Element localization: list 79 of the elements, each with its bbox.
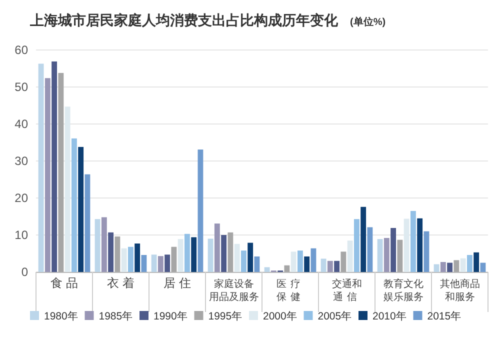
- legend-label: 2015年: [427, 310, 462, 323]
- bar: [474, 252, 480, 272]
- bar: [304, 256, 310, 272]
- bar: [108, 232, 114, 272]
- bar: [360, 206, 366, 272]
- bar: [128, 246, 134, 272]
- bar: [397, 240, 403, 272]
- bar: [171, 246, 177, 272]
- x-tick-label: 其他商品和服务: [440, 278, 480, 303]
- bar: [454, 260, 460, 272]
- bar: [384, 238, 390, 272]
- bar: [390, 228, 396, 272]
- bar: [228, 232, 234, 272]
- bar: [417, 218, 423, 272]
- bar: [38, 64, 44, 272]
- bar: [78, 146, 84, 272]
- y-tick-label: 0: [21, 265, 28, 280]
- bar: [151, 254, 157, 272]
- bar: [184, 234, 190, 272]
- y-tick-label: 60: [14, 43, 28, 58]
- bar: [466, 254, 472, 272]
- y-tick-label: 40: [14, 117, 28, 132]
- bar: [221, 235, 227, 272]
- bar: [52, 61, 58, 272]
- bar: [254, 256, 260, 272]
- bar: [320, 258, 326, 272]
- bar: [447, 262, 453, 272]
- x-tick-label: 交通和通信: [332, 278, 362, 303]
- bar: [191, 237, 197, 272]
- bar: [240, 250, 246, 272]
- bar: [198, 150, 204, 272]
- bar: [424, 231, 430, 272]
- bar: [327, 260, 333, 272]
- bar: [334, 260, 340, 272]
- bar: [84, 174, 90, 272]
- bar: [480, 262, 486, 272]
- legend-label: 1995年: [208, 310, 243, 323]
- bar: [284, 265, 290, 272]
- x-tick-label: 教育文化娱乐服务: [383, 278, 424, 303]
- chart-subtitle: (单位%): [350, 16, 386, 28]
- bar: [141, 254, 147, 272]
- bar: [440, 262, 446, 272]
- x-tick-label: 居 住: [164, 276, 191, 290]
- bar: [58, 72, 64, 272]
- bar: [94, 219, 100, 272]
- bar: [164, 254, 170, 272]
- bar: [44, 78, 50, 272]
- bar: [208, 238, 214, 272]
- bar: [434, 264, 440, 272]
- bar: [158, 256, 164, 272]
- bar: [297, 250, 303, 272]
- bar: [101, 217, 107, 272]
- bar: [134, 244, 140, 272]
- legend-label: 1985年: [98, 310, 134, 323]
- x-tick-label: 家庭设备用品及服务: [208, 278, 259, 303]
- bar: [71, 138, 77, 272]
- bar: [354, 219, 360, 272]
- chart-title: 上海城市居民家庭人均消费支出占比构成历年变化: [30, 12, 338, 28]
- y-tick-label: 10: [14, 228, 28, 242]
- x-tick-label: 医疗保健: [276, 278, 304, 303]
- bar: [264, 267, 270, 272]
- bar: [248, 242, 254, 272]
- y-tick-label: 30: [14, 154, 28, 168]
- bar: [410, 210, 416, 272]
- bar: [340, 252, 346, 272]
- x-tick-label: 食 品: [50, 276, 78, 290]
- bar: [214, 224, 220, 272]
- bar: [367, 227, 373, 272]
- legend-label: 2000年: [263, 310, 298, 323]
- legend-label: 2005年: [318, 310, 352, 323]
- bar: [377, 239, 383, 272]
- y-tick-label: 50: [14, 80, 28, 94]
- legend-label: 1990年: [154, 310, 188, 323]
- x-tick-label: 衣 着: [107, 276, 134, 290]
- legend-label: 1980年: [44, 310, 78, 323]
- y-tick-label: 20: [14, 191, 28, 206]
- bar: [310, 248, 316, 272]
- legend-label: 2010年: [372, 310, 407, 323]
- bar: [114, 236, 120, 272]
